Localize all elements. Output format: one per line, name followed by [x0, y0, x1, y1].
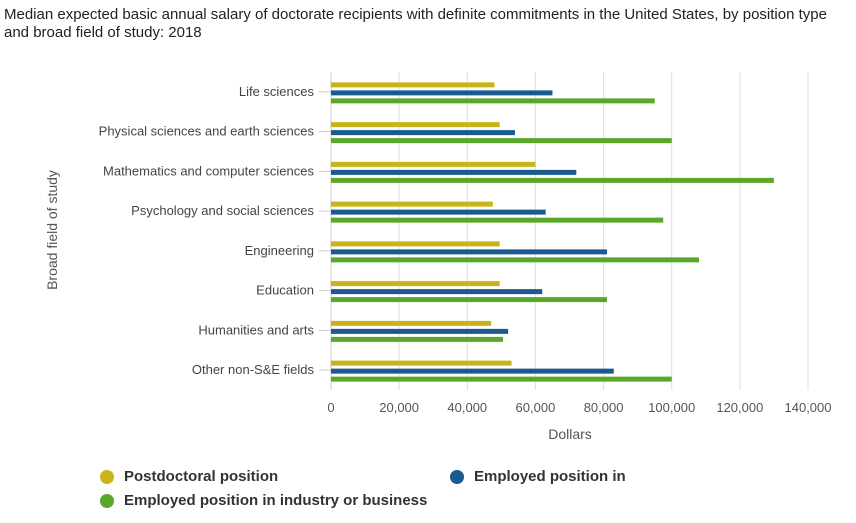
bars	[331, 82, 774, 382]
y-axis-title: Broad field of study	[44, 170, 60, 290]
x-tick-label: 40,000	[447, 400, 487, 415]
x-tick-label: 80,000	[584, 400, 624, 415]
bar[interactable]	[331, 130, 515, 136]
legend: Postdoctoral position Employed position …	[0, 462, 856, 518]
legend-label-employed-other: Employed position in	[474, 468, 626, 485]
postdoc-swatch-icon	[100, 469, 114, 484]
x-tick-label: 140,000	[785, 400, 832, 415]
x-tick-label: 60,000	[516, 400, 556, 415]
bar[interactable]	[331, 82, 495, 88]
bar[interactable]	[331, 281, 500, 287]
bar[interactable]	[331, 320, 492, 326]
bar[interactable]	[331, 249, 607, 255]
x-tick-label: 0	[327, 400, 334, 415]
category-label: Mathematics and computer sciences	[103, 163, 314, 178]
bar[interactable]	[331, 90, 553, 96]
category-label: Physical sciences and earth sciences	[99, 124, 315, 139]
gridlines	[319, 72, 809, 390]
bar[interactable]	[331, 177, 774, 183]
bar[interactable]	[331, 336, 504, 342]
category-label: Psychology and social sciences	[131, 203, 314, 218]
bar[interactable]	[331, 257, 699, 263]
bar[interactable]	[331, 297, 607, 303]
bar[interactable]	[331, 138, 672, 144]
bar[interactable]	[331, 217, 664, 223]
category-label: Other non-S&E fields	[192, 362, 315, 377]
x-tick-label: 100,000	[648, 400, 695, 415]
bar[interactable]	[331, 368, 614, 374]
x-tick-label: 120,000	[716, 400, 763, 415]
legend-label-postdoc: Postdoctoral position	[124, 468, 279, 485]
category-label: Humanities and arts	[198, 322, 314, 337]
bar[interactable]	[331, 161, 536, 167]
x-tick-labels: 0 20,000 40,000 60,000 80,000 100,000 120,000 1…	[327, 400, 831, 415]
bar[interactable]	[331, 169, 577, 175]
chart-title: Median expected basic annual salary of d…	[4, 6, 827, 41]
bar[interactable]	[331, 328, 509, 334]
bar[interactable]	[331, 289, 543, 295]
bar[interactable]	[331, 201, 493, 207]
employed-industry-swatch-icon	[100, 493, 114, 508]
x-axis-title: Dollars	[548, 426, 592, 442]
legend-item-employed-other[interactable]: Employed position in	[450, 468, 626, 485]
legend-label-employed-industry: Employed position in industry or busines…	[124, 492, 428, 509]
category-label: Engineering	[245, 243, 314, 258]
legend-item-employed-industry[interactable]: Employed position in industry or busines…	[100, 492, 427, 509]
bar[interactable]	[331, 360, 512, 366]
category-label: Life sciences	[239, 84, 315, 99]
bar[interactable]	[331, 241, 500, 247]
employed-other-swatch-icon	[450, 469, 464, 484]
legend-item-postdoc[interactable]: Postdoctoral position	[100, 468, 278, 485]
category-label: Education	[256, 283, 314, 298]
bar-chart: Life sciences Physical sciences and earth…	[44, 72, 832, 442]
bar[interactable]	[331, 98, 655, 104]
faded-region	[630, 458, 740, 494]
x-tick-label: 20,000	[379, 400, 419, 415]
bar[interactable]	[331, 122, 500, 128]
bar[interactable]	[331, 209, 546, 215]
category-labels: Life sciences Physical sciences and earth…	[99, 84, 315, 377]
bar[interactable]	[331, 376, 672, 382]
